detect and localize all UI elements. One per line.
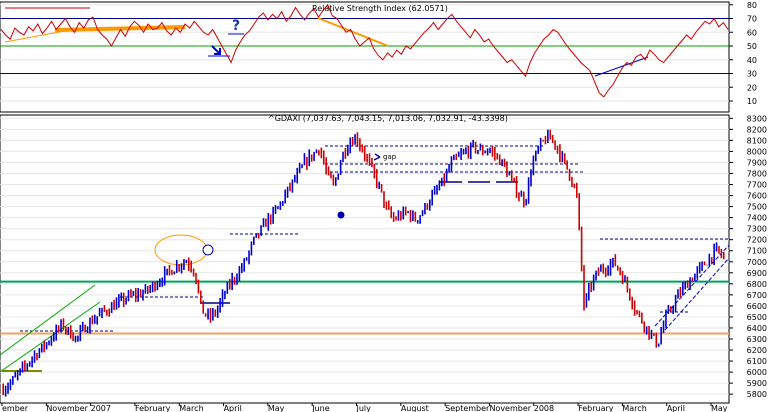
rsi-title: Relative Strength Index (62.0571): [312, 4, 448, 13]
price-ytick-label: 7700: [747, 181, 767, 190]
rsi-trend-orange-thin: [4, 29, 71, 43]
price-ytick-label: 5800: [747, 390, 767, 399]
rsi-ytick-label: 30: [747, 70, 757, 79]
price-plot-area: [0, 114, 730, 404]
price-xtick-label: November: [46, 404, 88, 412]
price-ytick-label: 6500: [747, 313, 767, 322]
rsi-ytick-label: 20: [747, 83, 757, 92]
rsi-series-line: [0, 3, 729, 98]
price-xtick-label: 2007: [91, 404, 111, 412]
rsi-trend-blue-up: [594, 56, 649, 77]
price-ytick-label: 6700: [747, 291, 767, 300]
channel-green: [0, 301, 101, 373]
price-ytick-label: 5900: [747, 379, 767, 388]
price-ytick-label: 8300: [747, 114, 767, 123]
price-ytick-label: 6000: [747, 368, 767, 377]
price-ytick-label: 7200: [747, 236, 767, 245]
price-ytick-label: 6100: [747, 357, 767, 366]
price-xtick-label: July: [356, 404, 372, 412]
rsi-ytick-label: 60: [747, 28, 757, 37]
price-panel: gap 5800 5900 6000 6100 6200 6300 6400 6500 6600…: [0, 114, 767, 412]
price-ytick-label: 7500: [747, 203, 767, 212]
price-ytick-label: 7600: [747, 192, 767, 201]
price-xtick-label: March: [622, 404, 646, 412]
price-xtick-label: March: [179, 404, 203, 412]
price-title: ^GDAXI (7,037.63, 7,043.15, 7,013.06, 7,…: [268, 114, 508, 123]
price-ytick-label: 6600: [747, 302, 767, 311]
rsi-trend-orange-down: [317, 17, 389, 47]
price-xtick-label: May: [268, 404, 285, 412]
channel-green: [0, 284, 96, 356]
price-xtick-label: September: [445, 404, 490, 412]
price-ytick-label: 6400: [747, 324, 767, 333]
gap-arrow-icon: [373, 153, 381, 161]
price-xtick-label: February: [135, 404, 171, 412]
rsi-plot-area: [0, 1, 730, 113]
rsi-arrow-icon: [211, 45, 221, 55]
price-xtick-label: ember: [2, 404, 29, 412]
price-xtick-label: August: [401, 404, 429, 412]
rsi-ytick-label: 40: [747, 56, 757, 65]
price-ytick-label: 7400: [747, 214, 767, 223]
sad-face-icon: [202, 244, 214, 256]
price-ytick-label: 6800: [747, 280, 767, 289]
candles: [2, 129, 725, 397]
price-ytick-label: 8100: [747, 136, 767, 145]
price-ytick-label: 7800: [747, 169, 767, 178]
dot-icon: [337, 211, 345, 219]
price-xtick-label: November: [489, 404, 531, 412]
price-xtick-label: May: [711, 404, 728, 412]
rsi-ytick-label: 80: [747, 1, 757, 10]
rsi-panel: 10 20 30 40 50 60 70 80 ? Relative Strength Ind…: [0, 1, 757, 113]
rsi-ytick-label: 70: [747, 15, 757, 24]
price-ytick-label: 6200: [747, 346, 767, 355]
price-ytick-label: 7300: [747, 225, 767, 234]
price-ytick-label: 8200: [747, 125, 767, 134]
price-xtick-label: 2008: [534, 404, 554, 412]
rsi-ytick-label: 50: [747, 42, 757, 51]
price-ytick-label: 7900: [747, 158, 767, 167]
rsi-question-mark-icon: ?: [232, 18, 240, 34]
price-ytick-label: 7100: [747, 247, 767, 256]
rsi-ytick-label: 10: [747, 97, 757, 106]
price-xtick-label: February: [578, 404, 614, 412]
channel-blue: [664, 257, 730, 331]
price-ytick-label: 6900: [747, 269, 767, 278]
gap-label: gap: [383, 153, 397, 161]
price-xtick-label: April: [224, 404, 242, 412]
rsi-trend-orange-thick: [54, 25, 186, 32]
price-ytick-label: 7000: [747, 258, 767, 267]
price-xtick-label: June: [311, 404, 330, 412]
price-xtick-label: April: [667, 404, 685, 412]
price-ytick-label: 6300: [747, 335, 767, 344]
price-ytick-label: 8000: [747, 147, 767, 156]
channel-blue: [654, 244, 730, 327]
